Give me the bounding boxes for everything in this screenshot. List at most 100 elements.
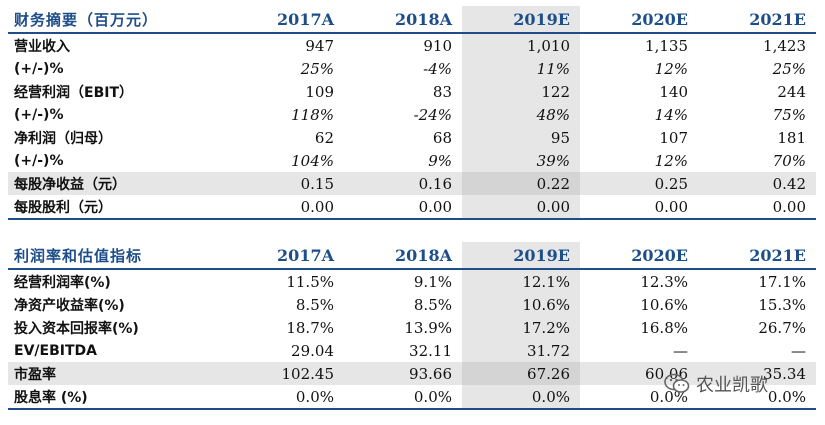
table-cell: 12% [654, 151, 688, 170]
table-cell: -24% [413, 105, 452, 124]
row-label: 净利润（归母） [14, 130, 112, 147]
table-cell: 0.15 [300, 174, 334, 193]
table-cell: 9.1% [413, 272, 452, 291]
table-cell: 12.1% [462, 270, 580, 293]
table-cell: 11.5% [286, 272, 334, 291]
table-cell: 35.34 [763, 364, 806, 383]
table-cell: 25% [772, 59, 806, 78]
table-cell: 0.0% [767, 387, 806, 406]
table-cell: 0.22 [462, 172, 580, 195]
table-cell: 109 [305, 82, 334, 101]
table-cell: 75% [772, 105, 806, 124]
table-cell: 13.9% [404, 318, 452, 337]
row-label: 每股净收益（元） [14, 176, 126, 193]
table-cell: 29.04 [291, 341, 334, 360]
table-cell: 17.2% [462, 316, 580, 339]
watermark-text: 农业凯歌 [696, 375, 768, 396]
table-title: 利润率和估值指标 [14, 246, 143, 265]
table-row: 营业收入 947 910 1,010 1,135 1,423 [8, 34, 816, 57]
table-cell: 32.11 [409, 341, 452, 360]
table-cell: 10.6% [462, 293, 580, 316]
table-cell: — [791, 341, 806, 360]
table-cell: 0.0% [295, 387, 334, 406]
table-cell: 8.5% [413, 295, 452, 314]
table-cell: 15.3% [758, 295, 806, 314]
table-row: 股息率 (%) 0.0% 0.0% 0.0% 0.0% 0.0% [8, 385, 816, 408]
row-label: 每股股利（元） [14, 199, 112, 216]
table-cell: — [673, 341, 688, 360]
col-2017A: 2017A [277, 9, 334, 29]
table-cell: 60.06 [645, 364, 688, 383]
table-row: (+/-)% 118% -24% 48% 14% 75% [8, 103, 816, 126]
col-2020E: 2020E [631, 245, 688, 265]
table-row: 净利润（归母） 62 68 95 107 181 [8, 126, 816, 149]
table-cell: 1,135 [645, 36, 688, 55]
table-cell: 25% [300, 59, 334, 78]
table-cell: 0.25 [654, 174, 688, 193]
table-cell: 181 [777, 128, 806, 147]
table-cell: 12% [654, 59, 688, 78]
row-label: 股息率 (%) [14, 389, 88, 406]
table-cell: 8.5% [295, 295, 334, 314]
table-cell: 0.00 [418, 197, 452, 216]
table-cell: 1,423 [763, 36, 806, 55]
margin-valuation-table: 利润率和估值指标 2017A 2018A 2019E 2020E 2021E 经… [8, 242, 816, 410]
row-label: 经营利润（EBIT） [14, 84, 133, 101]
table-cell: 947 [305, 36, 334, 55]
table-cell: 67.26 [462, 362, 580, 385]
table-cell: 0.00 [772, 197, 806, 216]
table-title: 财务摘要（百万元） [14, 10, 159, 29]
table-cell: 104% [291, 151, 334, 170]
table-cell: 26.7% [758, 318, 806, 337]
table-row: (+/-)% 104% 9% 39% 12% 70% [8, 149, 816, 172]
col-2018A: 2018A [395, 9, 452, 29]
col-2020E: 2020E [631, 9, 688, 29]
financial-summary-table: 财务摘要（百万元） 2017A 2018A 2019E 2020E 2021E … [8, 6, 816, 220]
table-bottom-rule [8, 408, 816, 410]
row-label: 投入资本回报率(%) [14, 320, 139, 337]
row-label: (+/-)% [14, 60, 64, 77]
row-label: 经营利润率(%) [14, 274, 111, 291]
table-cell: 107 [659, 128, 688, 147]
col-2018A: 2018A [395, 245, 452, 265]
table-cell: 118% [291, 105, 334, 124]
table-cell: 12.3% [640, 272, 688, 291]
table-row: 市盈率 102.45 93.66 67.26 60.06 35.34 [8, 362, 816, 385]
table-cell: 140 [659, 82, 688, 101]
col-2021E: 2021E [749, 9, 806, 29]
table-cell: 16.8% [640, 318, 688, 337]
table-bottom-rule [8, 218, 816, 220]
table-cell: 70% [772, 151, 806, 170]
table-cell: 17.1% [758, 272, 806, 291]
table-cell: 0.0% [413, 387, 452, 406]
table-row: EV/EBITDA 29.04 32.11 31.72 — — [8, 339, 816, 362]
table-cell: 0.16 [418, 174, 452, 193]
table-body: 营业收入 947 910 1,010 1,135 1,423 (+/-)% 25% -4% 11%… [8, 34, 816, 218]
col-2019E: 2019E [462, 242, 580, 268]
watermark: 农业凯歌 [664, 371, 768, 397]
table-cell: 0.00 [300, 197, 334, 216]
col-2017A: 2017A [277, 245, 334, 265]
table-cell: 0.00 [462, 195, 580, 218]
row-label: 营业收入 [14, 38, 70, 55]
row-label: 净资产收益率(%) [14, 297, 125, 314]
table-cell: 62 [314, 128, 334, 147]
row-label: (+/-)% [14, 152, 64, 169]
table-cell: 1,010 [462, 34, 580, 57]
table-row: 每股股利（元） 0.00 0.00 0.00 0.00 0.00 [8, 195, 816, 218]
table-cell: 11% [462, 57, 580, 80]
table-cell: 102.45 [281, 364, 335, 383]
table-cell: 0.42 [772, 174, 806, 193]
col-2019E: 2019E [462, 6, 580, 32]
wechat-icon [664, 373, 690, 393]
table-cell: 68 [432, 128, 452, 147]
table-cell: 18.7% [286, 318, 334, 337]
table-cell: 244 [777, 82, 806, 101]
table-row: 净资产收益率(%) 8.5% 8.5% 10.6% 10.6% 15.3% [8, 293, 816, 316]
table-cell: 10.6% [640, 295, 688, 314]
table-cell: 0.0% [462, 385, 580, 408]
table-cell: 31.72 [462, 339, 580, 362]
col-2021E: 2021E [749, 245, 806, 265]
table-cell: 39% [462, 149, 580, 172]
table-cell: 48% [462, 103, 580, 126]
